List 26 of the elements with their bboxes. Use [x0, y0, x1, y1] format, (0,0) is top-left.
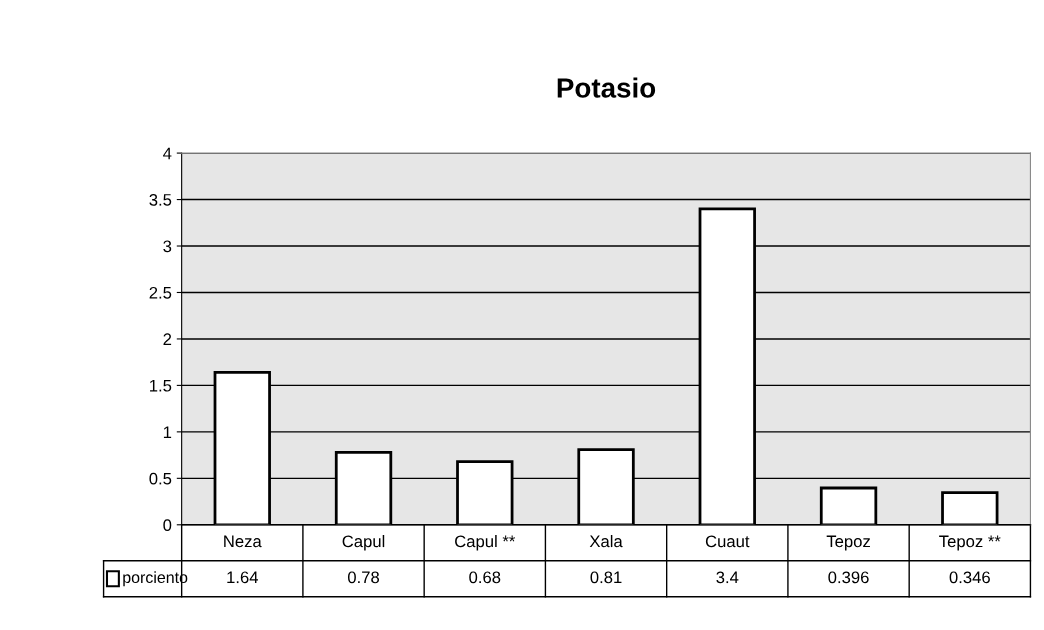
- y-tick-label: 1.5: [150, 379, 172, 392]
- x-tick-label: Neza: [224, 535, 262, 548]
- x-tick-label: Cuaut: [705, 535, 750, 548]
- x-tick-label: Xala: [589, 535, 623, 548]
- chart-title: Potasio: [557, 77, 656, 98]
- data-label: 0.396: [828, 571, 869, 584]
- y-tick-label: 2.5: [149, 286, 172, 299]
- x-tick-label: Capul: [342, 535, 385, 551]
- x-tick-label: Tepoz **: [939, 535, 1001, 551]
- bar: [819, 486, 878, 525]
- y-tick-label: 4: [163, 147, 172, 160]
- x-tick-label: Tepoz: [826, 535, 870, 551]
- bar: [941, 491, 999, 525]
- data-label: 0.346: [949, 571, 990, 584]
- y-tick-label: 0.5: [149, 472, 172, 485]
- data-label: 0.78: [347, 571, 380, 584]
- data-label: 0.68: [469, 571, 501, 584]
- y-tick-label: 3.5: [149, 193, 172, 206]
- x-tick-label: Capul **: [455, 535, 516, 551]
- y-tick-label: 2: [163, 333, 172, 345]
- data-label: 1.64: [227, 571, 259, 584]
- data-label: 3.4: [716, 571, 739, 584]
- y-tick-label: 0: [163, 519, 172, 531]
- y-tick-label: 3: [163, 240, 172, 253]
- y-tick-label: 1: [163, 426, 172, 438]
- data-label: 0.81: [590, 571, 622, 584]
